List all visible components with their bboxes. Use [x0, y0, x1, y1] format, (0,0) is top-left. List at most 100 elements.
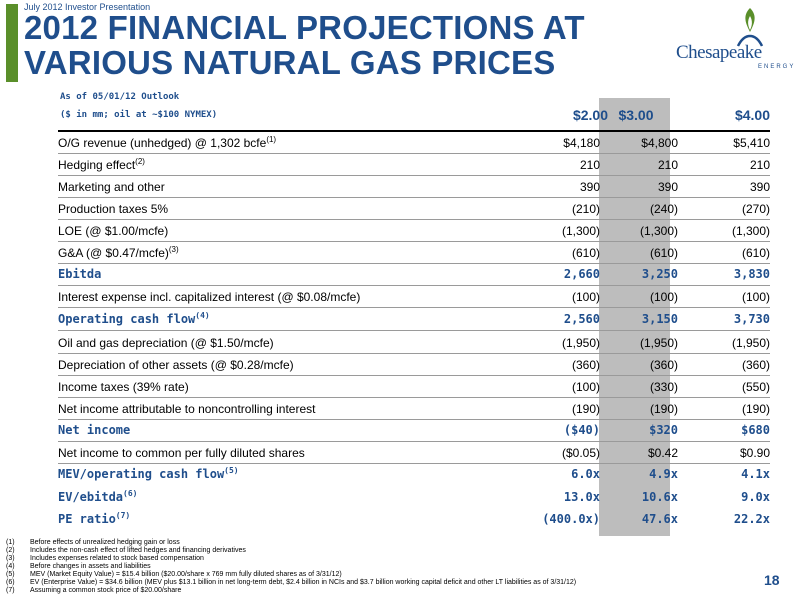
footnote-number: (4) [6, 563, 15, 570]
page-number: 18 [764, 572, 780, 588]
footnote-ref: (3) [168, 245, 179, 254]
cell-value: 2,660 [563, 267, 600, 281]
cell-value: 210 [579, 158, 600, 172]
cell-value: (270) [741, 202, 770, 216]
row-label-text: LOE (@ $1.00/mcfe) [58, 224, 169, 238]
cell-value: 6.0x [571, 467, 600, 481]
row-label-text: Income taxes (39% rate) [58, 380, 189, 394]
row-label-text: Oil and gas depreciation (@ $1.50/mcfe) [58, 336, 274, 350]
row-label: Operating cash flow(4) [58, 311, 210, 327]
footnote-text: Before changes in assets and liabilities [30, 563, 151, 570]
table-row: O/G revenue (unhedged) @ 1,302 bcfe(1) $4… [58, 132, 770, 154]
cell-value: (330) [649, 380, 678, 394]
table-row: Net income to common per fully diluted s… [58, 442, 770, 464]
cell-value: 390 [749, 180, 770, 194]
row-label: MEV/operating cash flow(5) [58, 466, 239, 482]
footnote-ref: (4) [195, 311, 210, 320]
cell-value: 10.6x [641, 490, 678, 504]
cell-value: (190) [741, 402, 770, 416]
footnote-text: EV (Enterprise Value) = $34.6 billion (M… [30, 579, 577, 586]
cell-value: 3,250 [641, 267, 678, 281]
cell-value: $5,410 [733, 136, 770, 150]
cell-value: $320 [649, 423, 678, 437]
cell-value: (240) [649, 202, 678, 216]
footnote-number: (2) [6, 547, 15, 554]
table-row: EV/ebitda(6) 13.0x 10.6x 9.0x [58, 487, 770, 508]
cell-value: 3,830 [733, 267, 770, 281]
row-label-text: Marketing and other [58, 180, 165, 194]
cell-value: (1,300) [639, 224, 678, 238]
cell-value: 3,730 [733, 312, 770, 326]
footnote: (5) MEV (Market Equity Value) = $15.4 bil… [6, 571, 342, 579]
cell-value: (360) [571, 358, 600, 372]
table-row: Marketing and other 390 390 390 [58, 176, 770, 198]
row-label: Interest expense incl. capitalized inter… [58, 290, 360, 304]
row-label-text: PE ratio [58, 512, 116, 526]
flame-icon [736, 8, 764, 47]
row-label: EV/ebitda(6) [58, 489, 138, 505]
cell-value: 22.2x [733, 512, 770, 526]
row-label-text: Operating cash flow [58, 312, 196, 326]
cell-value: (1,950) [561, 336, 600, 350]
footnote: (4) Before changes in assets and liabilit… [6, 563, 151, 571]
logo-wordmark: Chesapeake [676, 42, 762, 63]
accent-bar [6, 4, 18, 82]
row-label-text: Net income to common per fully diluted s… [58, 446, 305, 460]
footnote-ref: (5) [224, 466, 239, 475]
cell-value: $0.42 [647, 446, 678, 460]
cell-value: (1,950) [639, 336, 678, 350]
cell-value: 4.9x [649, 467, 678, 481]
cell-value: (1,950) [731, 336, 770, 350]
row-label: Depreciation of other assets (@ $0.28/mc… [58, 358, 294, 372]
cell-value: ($40) [563, 423, 600, 437]
presentation-subhead: July 2012 Investor Presentation [24, 2, 151, 12]
footnote-ref: (1) [266, 135, 277, 144]
column-header-2: $2.00 [572, 107, 608, 123]
row-label-text: Net income attributable to noncontrollin… [58, 402, 316, 416]
table-row: Interest expense incl. capitalized inter… [58, 286, 770, 308]
table-row: Oil and gas depreciation (@ $1.50/mcfe) (… [58, 332, 770, 354]
cell-value: (100) [649, 290, 678, 304]
header-rule [58, 130, 770, 132]
cell-value: $0.90 [739, 446, 770, 460]
cell-value: ($0.05) [561, 446, 600, 460]
row-label-text: O/G revenue (unhedged) @ 1,302 bcfe [58, 136, 267, 150]
cell-value: (190) [571, 402, 600, 416]
cell-value: $680 [741, 423, 770, 437]
row-label: Ebitda [58, 267, 101, 281]
cell-value: 4.1x [741, 467, 770, 481]
row-label: Income taxes (39% rate) [58, 380, 189, 394]
footnote-text: Assuming a common stock price of $20.00/… [30, 587, 182, 594]
footnote: (6) EV (Enterprise Value) = $34.6 billion… [6, 579, 576, 587]
cell-value: (100) [571, 290, 600, 304]
table-row: G&A (@ $0.47/mcfe)(3) (610) (610) (610) [58, 242, 770, 264]
footnote-ref: (6) [123, 489, 138, 498]
row-label: Net income attributable to noncontrollin… [58, 402, 315, 416]
row-label-text: Ebitda [58, 267, 102, 281]
cell-value: 9.0x [741, 490, 770, 504]
footnote-text: Before effects of unrealized hedging gai… [30, 539, 180, 546]
cell-value: (100) [571, 380, 600, 394]
row-label: PE ratio(7) [58, 512, 130, 527]
row-label-text: Production taxes 5% [58, 202, 169, 216]
footnote: (2) Includes the non-cash effect of lifte… [6, 547, 246, 555]
row-label-text: Hedging effect [58, 158, 136, 172]
table-row: PE ratio(7) (400.0x) 47.6x 22.2x [58, 509, 770, 530]
row-label: Marketing and other [58, 180, 165, 194]
footnote-text: Includes the non-cash effect of lifted h… [30, 547, 246, 554]
row-label: G&A (@ $0.47/mcfe)(3) [58, 245, 179, 261]
cell-value: (190) [649, 402, 678, 416]
table-row: Depreciation of other assets (@ $0.28/mc… [58, 354, 770, 376]
table-row: LOE (@ $1.00/mcfe) (1,300) (1,300) (1,300) [58, 220, 770, 242]
table-row: Production taxes 5% (210) (240) (270) [58, 198, 770, 220]
row-label-text: G&A (@ $0.47/mcfe) [58, 246, 169, 260]
cell-value: 2,560 [563, 312, 600, 326]
footnote-text: MEV (Market Equity Value) = $15.4 billio… [30, 571, 342, 578]
row-label-text: Interest expense incl. capitalized inter… [58, 290, 361, 304]
row-label: Hedging effect(2) [58, 158, 145, 173]
footnote: (3) Includes expenses related to stock ba… [6, 555, 204, 563]
footnote-number: (3) [6, 555, 15, 562]
page-title: 2012 FINANCIAL PROJECTIONS AT VARIOUS NA… [24, 10, 585, 80]
footnote-text: Includes expenses related to stock based… [30, 555, 204, 562]
cell-value: $4,800 [641, 136, 678, 150]
